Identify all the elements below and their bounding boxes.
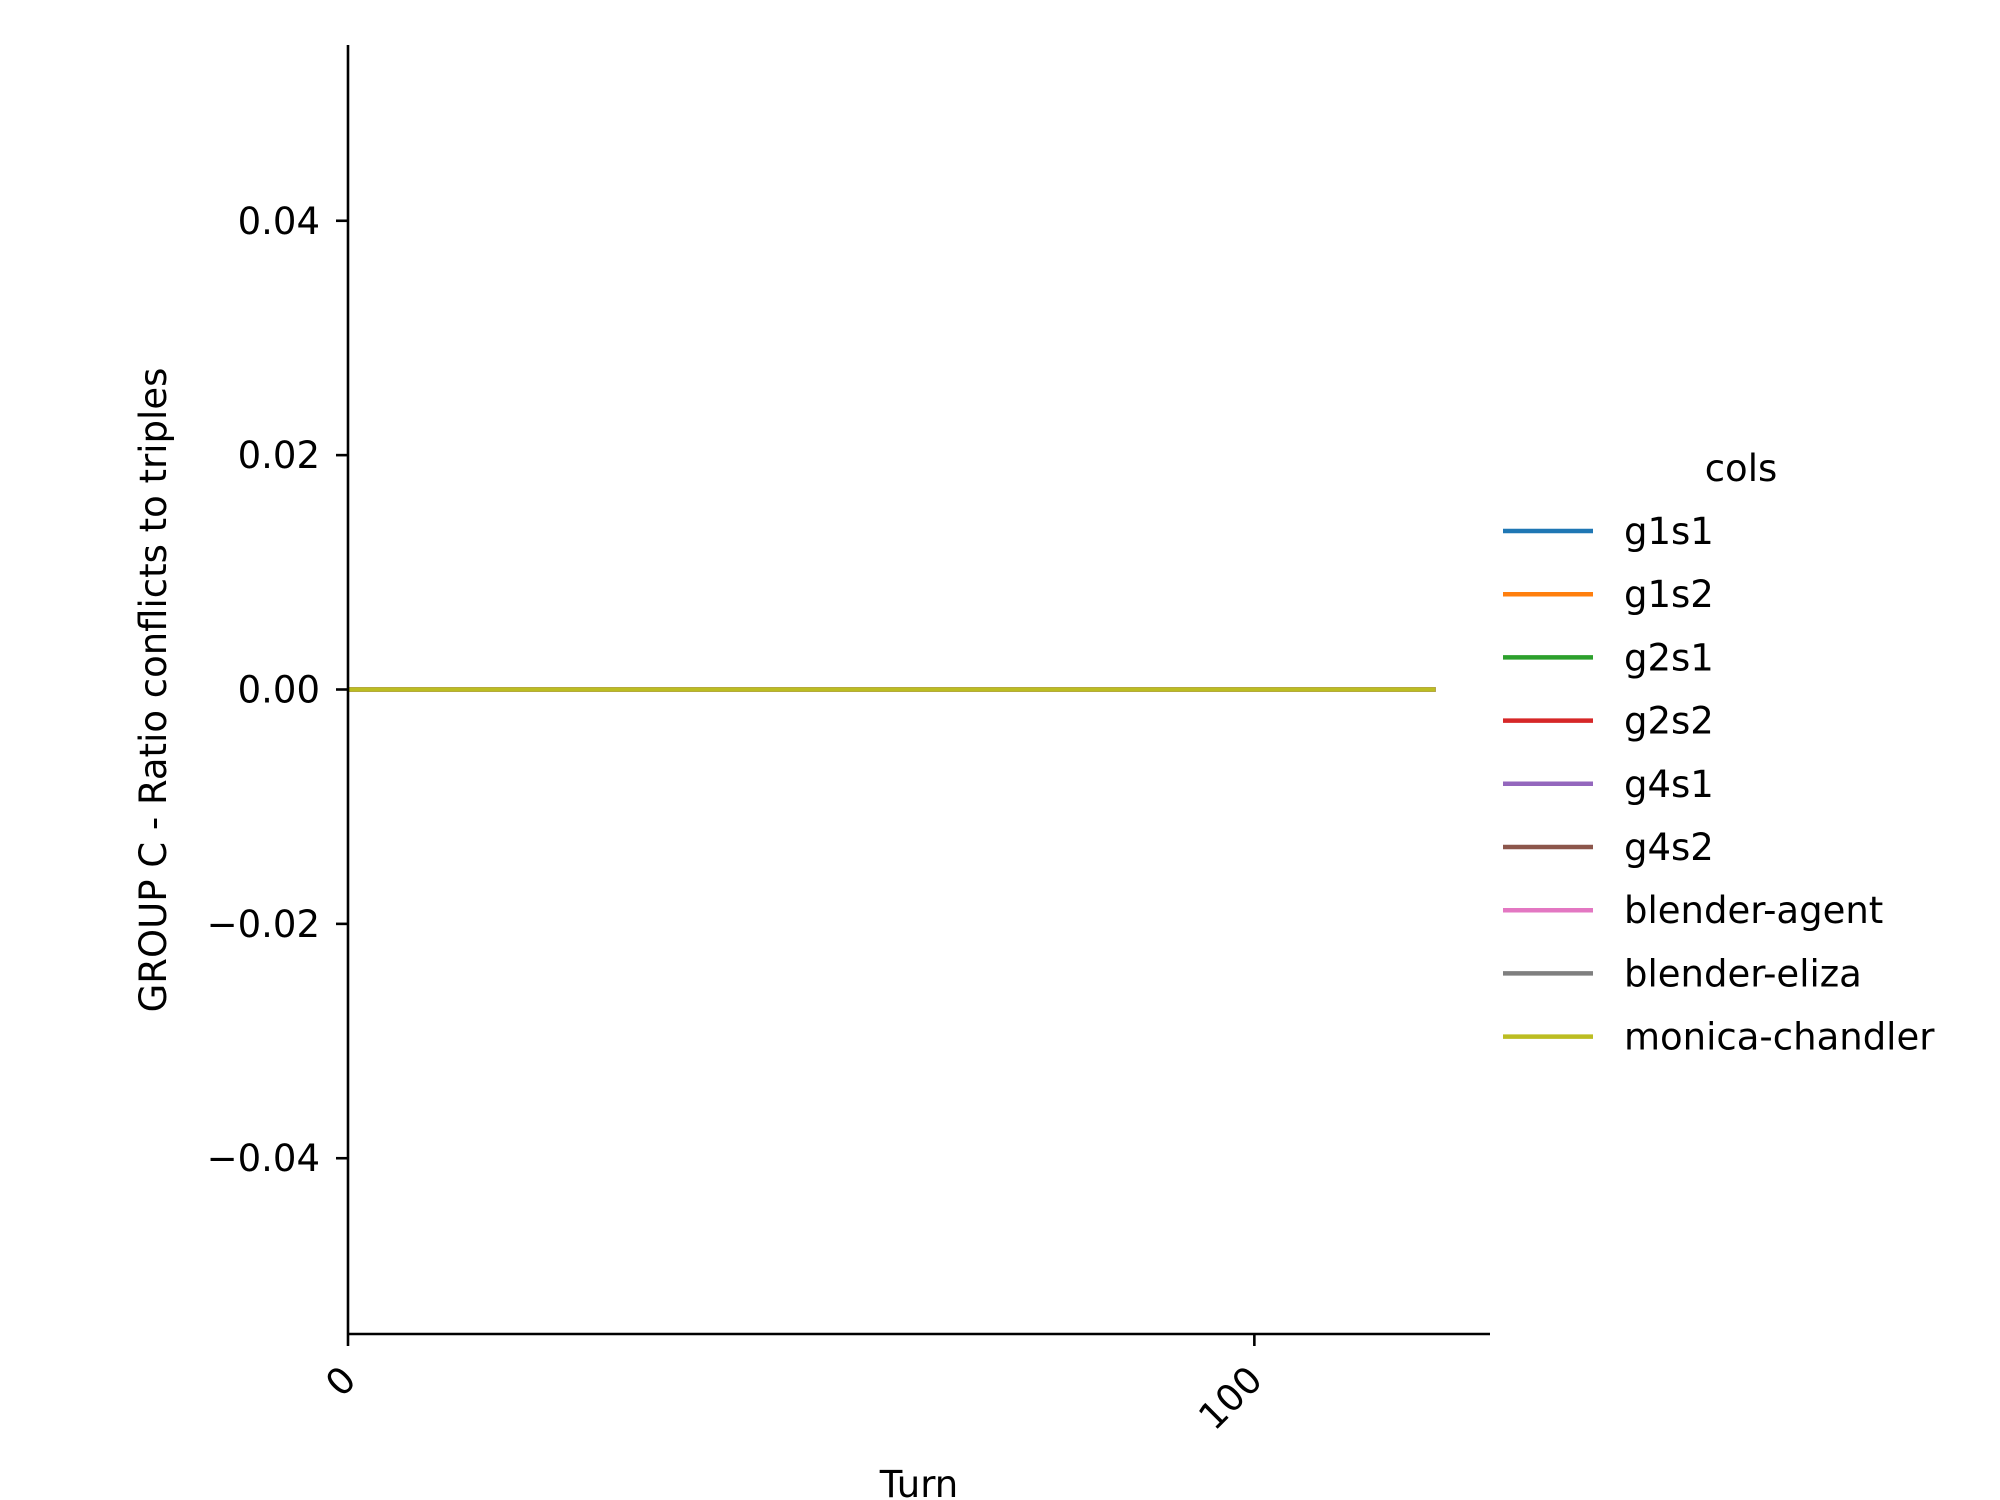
legend-label-blender-eliza: blender-eliza <box>1624 952 1862 995</box>
y-tick-label: 0.02 <box>238 434 320 477</box>
y-tick-label: −0.02 <box>207 903 320 946</box>
legend-title: cols <box>1705 447 1778 490</box>
legend-label-g1s1: g1s1 <box>1624 510 1714 553</box>
legend-label-g1s2: g1s2 <box>1624 573 1714 616</box>
legend-label-g4s2: g4s2 <box>1624 826 1714 869</box>
x-tick-label: 100 <box>1190 1358 1270 1438</box>
y-axis-label: GROUP C - Ratio conflicts to triples <box>132 368 175 1013</box>
axes: 0.04 0.02 0.00 −0.02 −0.04 0 100 <box>207 45 1490 1438</box>
x-axis-label: Turn <box>879 1463 958 1500</box>
legend: cols g1s1 g1s2 g2s1 g2s2 g4s1 g4s2 blender-age… <box>1503 447 1935 1059</box>
x-tick-label: 0 <box>317 1358 364 1405</box>
legend-label-monica-chandler: monica-chandler <box>1624 1016 1935 1059</box>
legend-label-g2s1: g2s1 <box>1624 636 1714 679</box>
legend-label-g4s1: g4s1 <box>1624 763 1714 806</box>
y-tick-label: 0.00 <box>238 669 320 712</box>
y-tick-label: 0.04 <box>238 200 320 243</box>
legend-label-blender-agent: blender-agent <box>1624 889 1883 932</box>
y-tick-label: −0.04 <box>207 1137 320 1180</box>
legend-label-g2s2: g2s2 <box>1624 700 1714 743</box>
